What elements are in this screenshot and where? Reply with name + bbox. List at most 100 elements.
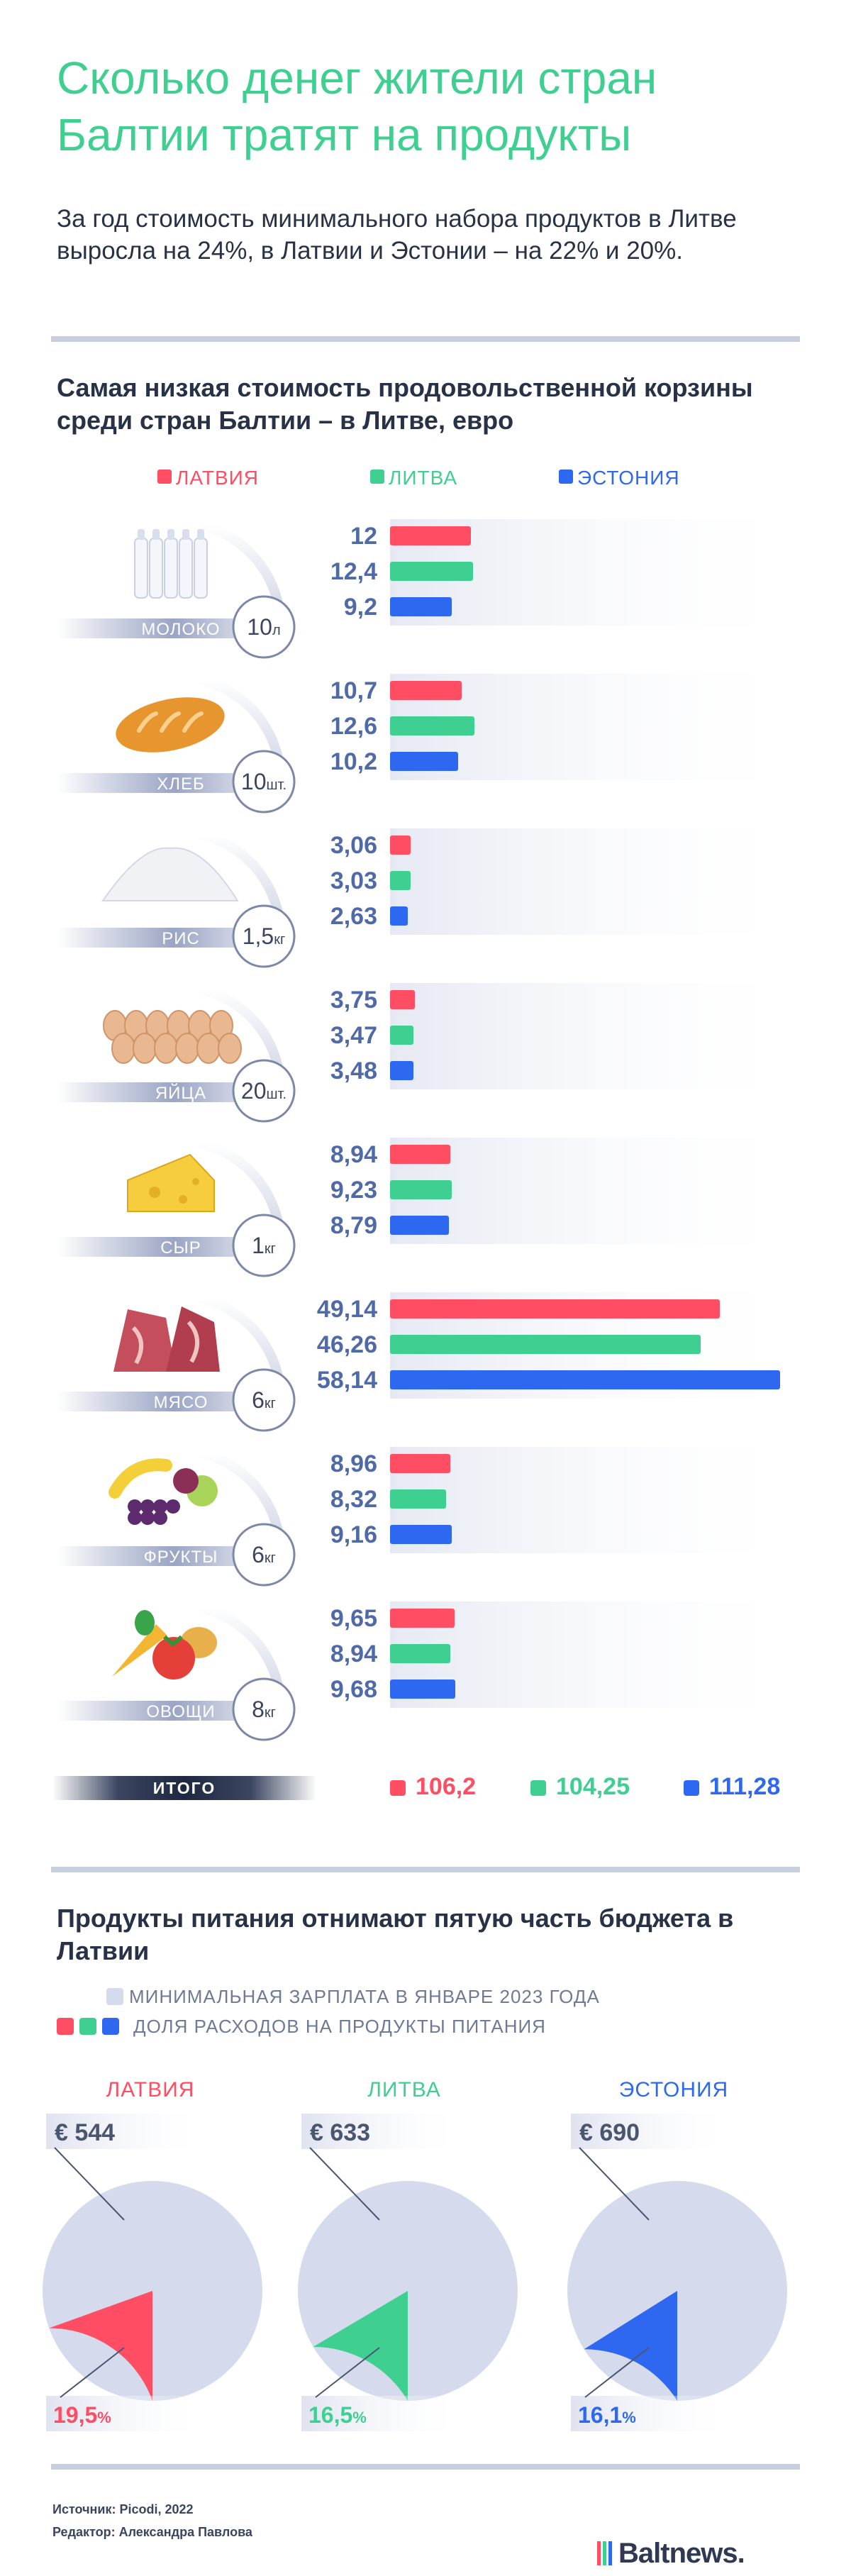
bar-estonia [390, 906, 408, 926]
bar-estonia [390, 1061, 413, 1080]
bar-lithuania [390, 716, 474, 735]
row-background [390, 1601, 816, 1708]
vegetables-icon [112, 1610, 217, 1680]
bar-lithuania [390, 1644, 450, 1663]
total-estonia: 111,28 [709, 1773, 781, 1800]
value-label-latvia: 12 [350, 523, 377, 550]
quantity-label: 6кг [252, 1387, 276, 1413]
pie-country-estonia: ЭСТОНИЯ [618, 2078, 729, 2102]
quantity-label: 20шт. [241, 1078, 287, 1104]
value-label-lithuania: 12,6 [330, 713, 377, 740]
bar-latvia [390, 1454, 450, 1473]
total-lithuania: 104,25 [556, 1773, 630, 1800]
bar-lithuania [390, 562, 473, 581]
bar-estonia [390, 1525, 452, 1544]
quantity-label: 1кг [252, 1233, 276, 1258]
share-leader-line [60, 2347, 125, 2398]
bar-lithuania [390, 1489, 446, 1509]
quantity-badge [232, 595, 296, 659]
product-label: РИС [162, 929, 200, 948]
quantity-badge [232, 750, 296, 814]
share-value: 16,5% [308, 2402, 367, 2428]
quantity-label: 10шт. [241, 769, 287, 794]
legend-swatch-food-estonia [102, 2018, 119, 2035]
quantity-badge [232, 1523, 296, 1587]
cheese-icon [127, 1153, 215, 1212]
total-bar [52, 1776, 316, 1800]
legend-salary: МИНИМАЛЬНАЯ ЗАРПЛАТА В ЯНВАРЕ 2023 ГОДА [106, 1986, 600, 2008]
bar-latvia [390, 1299, 720, 1318]
rice-icon [101, 847, 239, 901]
bar-latvia [390, 681, 462, 700]
bar-lithuania [390, 1180, 452, 1199]
legend-swatch-lithuania [370, 470, 384, 484]
product-row: ХЛЕБ 10шт. 10,7 12,6 10,2 [57, 674, 816, 814]
product-row: ФРУКТЫ 6кг 8,96 8,32 9,16 [57, 1447, 816, 1587]
value-label-estonia: 2,63 [330, 903, 377, 930]
share-value: 19,5% [53, 2402, 111, 2428]
pie-lithuania: € 633 16,5% [298, 2114, 518, 2431]
section-title-budget: Продукты питания отнимают пятую часть бю… [57, 1904, 734, 1965]
legend-swatch-latvia [157, 470, 172, 484]
legend-food: ДОЛЯ РАСХОДОВ НА ПРОДУКТЫ ПИТАНИЯ [57, 2016, 546, 2038]
share-label-bg [46, 2396, 209, 2431]
legend-swatch-food-lithuania [79, 2018, 96, 2035]
row-background [390, 1447, 816, 1553]
value-label-estonia: 9,68 [330, 1676, 377, 1703]
quantity-badge [232, 1677, 296, 1741]
legend-label-latvia: ЛАТВИЯ [176, 467, 259, 489]
share-leader-line [315, 2347, 380, 2398]
row-background [390, 1138, 816, 1244]
product-label: МОЛОКО [141, 620, 220, 639]
bread-icon [116, 697, 225, 753]
bar-latvia [390, 1609, 455, 1628]
row-background [390, 983, 816, 1089]
bar-estonia [390, 1680, 455, 1699]
product-row: РИС 1,5кг 3,06 3,03 2,63 [57, 828, 816, 968]
product-row: ОВОЩИ 8кг 9,65 8,94 9,68 [57, 1601, 816, 1741]
share-label-bg [571, 2396, 734, 2431]
legend-swatch-food-latvia [57, 2018, 74, 2035]
product-label: ХЛЕБ [157, 775, 205, 794]
quantity-badge [232, 904, 296, 968]
bar-latvia [390, 526, 471, 545]
salary-label-bg [301, 2114, 465, 2149]
value-label-latvia: 8,94 [330, 1141, 377, 1168]
value-label-latvia: 49,14 [317, 1296, 377, 1323]
row-background [390, 828, 816, 935]
source-note: Источник: Picodi, 2022 [52, 2502, 194, 2516]
quantity-label: 8кг [252, 1697, 276, 1722]
value-label-lithuania: 3,47 [330, 1022, 377, 1049]
value-label-lithuania: 12,4 [330, 558, 377, 585]
value-label-latvia: 10,7 [330, 677, 377, 704]
editor-note: Редактор: Александра Павлова [52, 2525, 252, 2539]
bar-estonia [390, 1370, 780, 1389]
total-swatch-estonia [684, 1780, 699, 1796]
total-label: ИТОГО [152, 1779, 216, 1797]
value-label-latvia: 8,96 [330, 1450, 377, 1477]
baltnews-logo: Baltnews. [597, 2538, 745, 2572]
legend-lithuania: ЛИТВА [370, 467, 457, 489]
pie-country-latvia: ЛАТВИЯ [106, 2078, 195, 2102]
legend-salary-label: МИНИМАЛЬНАЯ ЗАРПЛАТА В ЯНВАРЕ 2023 ГОДА [129, 1986, 600, 2007]
bar-estonia [390, 752, 458, 771]
pie-country-lithuania: ЛИТВА [367, 2078, 441, 2102]
salary-value: € 690 [579, 2119, 640, 2146]
pie-food-slice [49, 2291, 152, 2401]
legend-label-lithuania: ЛИТВА [389, 467, 458, 489]
food-share-pie-charts: € 544 19,5% € 633 16,5% € 690 16,1% [43, 2114, 787, 2431]
value-label-latvia: 9,65 [330, 1605, 377, 1632]
salary-leader-line [309, 2147, 380, 2221]
bar-latvia [390, 990, 415, 1009]
quantity-label: 6кг [252, 1542, 276, 1567]
total-swatch-latvia [390, 1780, 406, 1796]
salary-leader-line [579, 2147, 650, 2221]
logo-text: Baltnews. [618, 2538, 745, 2569]
bar-estonia [390, 1216, 449, 1235]
divider [51, 2464, 800, 2470]
divider [51, 1867, 800, 1872]
value-label-lithuania: 8,94 [330, 1640, 377, 1667]
salary-value: € 633 [310, 2119, 370, 2146]
total-latvia: 106,2 [416, 1773, 477, 1800]
value-label-latvia: 3,06 [330, 832, 377, 859]
